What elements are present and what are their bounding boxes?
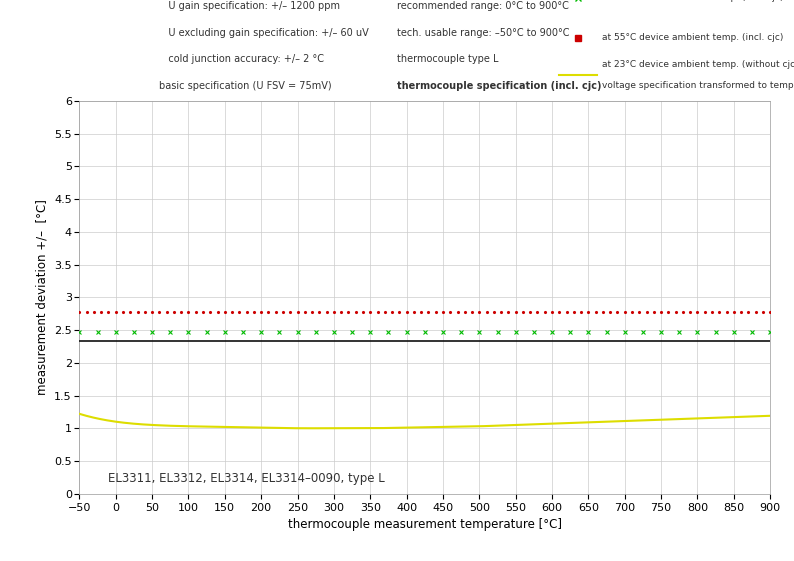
Text: recommended range: 0°C to 900°C: recommended range: 0°C to 900°C	[397, 1, 569, 11]
Text: voltage specification transformed to temp.: voltage specification transformed to tem…	[603, 81, 794, 90]
Text: thermocouple specification (incl. cjc): thermocouple specification (incl. cjc)	[397, 81, 602, 91]
Text: U gain specification: +/– 1200 ppm: U gain specification: +/– 1200 ppm	[159, 1, 340, 11]
Text: thermocouple type L: thermocouple type L	[397, 54, 499, 65]
Text: at 23°C device ambient temp. (without cjc),: at 23°C device ambient temp. (without cj…	[603, 60, 794, 69]
X-axis label: thermocouple measurement temperature [°C]: thermocouple measurement temperature [°C…	[287, 518, 562, 531]
Y-axis label: measurement deviation +/–  [°C]: measurement deviation +/– [°C]	[36, 199, 48, 396]
Text: at 39°C device ambient temp. (incl. cjc): at 39°C device ambient temp. (incl. cjc)	[603, 0, 784, 2]
Text: basic specification (U FSV = 75mV): basic specification (U FSV = 75mV)	[159, 81, 331, 91]
Text: EL3311, EL3312, EL3314, EL3314–0090, type L: EL3311, EL3312, EL3314, EL3314–0090, typ…	[109, 472, 385, 485]
Text: cold junction accuracy: +/– 2 °C: cold junction accuracy: +/– 2 °C	[159, 54, 324, 65]
Text: U excluding gain specification: +/– 60 uV: U excluding gain specification: +/– 60 u…	[159, 27, 368, 38]
Text: at 55°C device ambient temp. (incl. cjc): at 55°C device ambient temp. (incl. cjc)	[603, 33, 784, 42]
Text: tech. usable range: –50°C to 900°C: tech. usable range: –50°C to 900°C	[397, 27, 569, 38]
